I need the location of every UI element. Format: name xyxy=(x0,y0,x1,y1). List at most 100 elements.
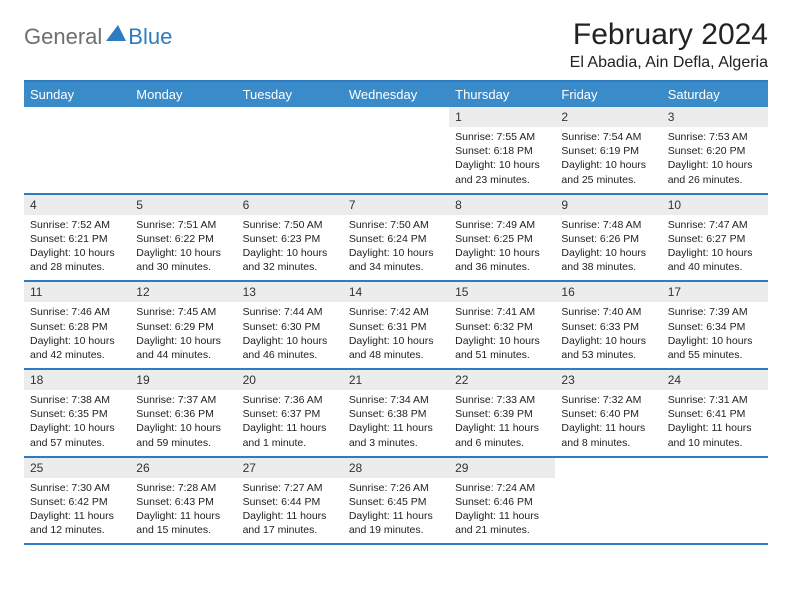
day-detail-line: Daylight: 11 hours xyxy=(136,509,230,523)
day-details: Sunrise: 7:52 AMSunset: 6:21 PMDaylight:… xyxy=(24,215,130,281)
day-detail-line: Daylight: 11 hours xyxy=(349,421,443,435)
day-detail-line: Sunset: 6:19 PM xyxy=(561,144,655,158)
calendar-cell xyxy=(343,107,449,193)
day-details: Sunrise: 7:50 AMSunset: 6:23 PMDaylight:… xyxy=(237,215,343,281)
day-details: Sunrise: 7:38 AMSunset: 6:35 PMDaylight:… xyxy=(24,390,130,456)
day-detail-line: Sunrise: 7:26 AM xyxy=(349,481,443,495)
logo: General Blue xyxy=(24,18,172,50)
day-detail-line: and 42 minutes. xyxy=(30,348,124,362)
weekday-header: Tuesday xyxy=(237,82,343,107)
day-detail-line: and 21 minutes. xyxy=(455,523,549,537)
day-number: 23 xyxy=(555,370,661,390)
day-detail-line: and 10 minutes. xyxy=(668,436,762,450)
day-detail-line: Daylight: 11 hours xyxy=(349,509,443,523)
day-detail-line: Sunrise: 7:46 AM xyxy=(30,305,124,319)
day-number: 2 xyxy=(555,107,661,127)
calendar-cell xyxy=(662,458,768,544)
day-detail-line: Daylight: 10 hours xyxy=(668,334,762,348)
calendar-week: 1Sunrise: 7:55 AMSunset: 6:18 PMDaylight… xyxy=(24,107,768,195)
day-detail-line: Sunset: 6:23 PM xyxy=(243,232,337,246)
day-detail-line: Daylight: 10 hours xyxy=(455,246,549,260)
calendar-cell: 8Sunrise: 7:49 AMSunset: 6:25 PMDaylight… xyxy=(449,195,555,281)
day-detail-line: Sunrise: 7:33 AM xyxy=(455,393,549,407)
day-detail-line: Sunrise: 7:36 AM xyxy=(243,393,337,407)
day-detail-line: Sunset: 6:46 PM xyxy=(455,495,549,509)
day-number: 22 xyxy=(449,370,555,390)
day-details: Sunrise: 7:39 AMSunset: 6:34 PMDaylight:… xyxy=(662,302,768,368)
weekday-header: Wednesday xyxy=(343,82,449,107)
day-detail-line: Sunrise: 7:32 AM xyxy=(561,393,655,407)
day-detail-line: Sunrise: 7:41 AM xyxy=(455,305,549,319)
day-detail-line: Daylight: 10 hours xyxy=(30,421,124,435)
month-title: February 2024 xyxy=(570,18,768,52)
calendar-cell: 25Sunrise: 7:30 AMSunset: 6:42 PMDayligh… xyxy=(24,458,130,544)
day-details: Sunrise: 7:30 AMSunset: 6:42 PMDaylight:… xyxy=(24,478,130,544)
calendar-cell: 20Sunrise: 7:36 AMSunset: 6:37 PMDayligh… xyxy=(237,370,343,456)
day-detail-line: and 30 minutes. xyxy=(136,260,230,274)
calendar-cell: 3Sunrise: 7:53 AMSunset: 6:20 PMDaylight… xyxy=(662,107,768,193)
calendar-cell: 19Sunrise: 7:37 AMSunset: 6:36 PMDayligh… xyxy=(130,370,236,456)
day-details: Sunrise: 7:46 AMSunset: 6:28 PMDaylight:… xyxy=(24,302,130,368)
day-detail-line: Sunrise: 7:40 AM xyxy=(561,305,655,319)
calendar-cell xyxy=(130,107,236,193)
calendar-week: 25Sunrise: 7:30 AMSunset: 6:42 PMDayligh… xyxy=(24,458,768,546)
day-details: Sunrise: 7:40 AMSunset: 6:33 PMDaylight:… xyxy=(555,302,661,368)
day-detail-line: Sunset: 6:18 PM xyxy=(455,144,549,158)
day-detail-line: Daylight: 11 hours xyxy=(30,509,124,523)
day-detail-line: Sunrise: 7:27 AM xyxy=(243,481,337,495)
day-detail-line: Sunset: 6:28 PM xyxy=(30,320,124,334)
calendar-cell: 21Sunrise: 7:34 AMSunset: 6:38 PMDayligh… xyxy=(343,370,449,456)
day-detail-line: and 53 minutes. xyxy=(561,348,655,362)
day-detail-line: Daylight: 10 hours xyxy=(30,246,124,260)
day-details: Sunrise: 7:26 AMSunset: 6:45 PMDaylight:… xyxy=(343,478,449,544)
day-details: Sunrise: 7:51 AMSunset: 6:22 PMDaylight:… xyxy=(130,215,236,281)
day-detail-line: Sunrise: 7:24 AM xyxy=(455,481,549,495)
weekday-header: Saturday xyxy=(662,82,768,107)
location-label: El Abadia, Ain Defla, Algeria xyxy=(570,54,768,72)
calendar-cell: 24Sunrise: 7:31 AMSunset: 6:41 PMDayligh… xyxy=(662,370,768,456)
day-detail-line: and 51 minutes. xyxy=(455,348,549,362)
day-detail-line: Daylight: 10 hours xyxy=(561,246,655,260)
day-details: Sunrise: 7:33 AMSunset: 6:39 PMDaylight:… xyxy=(449,390,555,456)
day-detail-line: and 26 minutes. xyxy=(668,173,762,187)
day-detail-line: Sunset: 6:20 PM xyxy=(668,144,762,158)
day-number: 10 xyxy=(662,195,768,215)
day-number: 1 xyxy=(449,107,555,127)
day-detail-line: Sunrise: 7:42 AM xyxy=(349,305,443,319)
day-detail-line: and 12 minutes. xyxy=(30,523,124,537)
day-detail-line: Sunset: 6:39 PM xyxy=(455,407,549,421)
day-detail-line: and 36 minutes. xyxy=(455,260,549,274)
day-detail-line: and 1 minute. xyxy=(243,436,337,450)
day-detail-line: Daylight: 10 hours xyxy=(349,246,443,260)
day-number: 24 xyxy=(662,370,768,390)
day-details: Sunrise: 7:55 AMSunset: 6:18 PMDaylight:… xyxy=(449,127,555,193)
day-detail-line: and 19 minutes. xyxy=(349,523,443,537)
day-detail-line: Daylight: 11 hours xyxy=(668,421,762,435)
calendar-cell: 5Sunrise: 7:51 AMSunset: 6:22 PMDaylight… xyxy=(130,195,236,281)
day-detail-line: Daylight: 10 hours xyxy=(668,246,762,260)
day-number xyxy=(662,458,768,478)
day-detail-line: and 40 minutes. xyxy=(668,260,762,274)
calendar-cell: 18Sunrise: 7:38 AMSunset: 6:35 PMDayligh… xyxy=(24,370,130,456)
day-details: Sunrise: 7:42 AMSunset: 6:31 PMDaylight:… xyxy=(343,302,449,368)
day-detail-line: Daylight: 11 hours xyxy=(455,421,549,435)
day-number xyxy=(24,107,130,127)
calendar-page: General Blue February 2024 El Abadia, Ai… xyxy=(0,0,792,563)
day-detail-line: Sunset: 6:24 PM xyxy=(349,232,443,246)
day-details: Sunrise: 7:31 AMSunset: 6:41 PMDaylight:… xyxy=(662,390,768,456)
logo-text-general: General xyxy=(24,24,102,50)
day-detail-line: Sunrise: 7:50 AM xyxy=(349,218,443,232)
day-number: 17 xyxy=(662,282,768,302)
day-detail-line: Sunrise: 7:34 AM xyxy=(349,393,443,407)
day-detail-line: Sunrise: 7:39 AM xyxy=(668,305,762,319)
day-number: 12 xyxy=(130,282,236,302)
day-detail-line: Sunrise: 7:51 AM xyxy=(136,218,230,232)
calendar-cell xyxy=(237,107,343,193)
day-detail-line: Sunset: 6:42 PM xyxy=(30,495,124,509)
day-detail-line: and 3 minutes. xyxy=(349,436,443,450)
day-detail-line: Daylight: 10 hours xyxy=(30,334,124,348)
day-detail-line: Sunset: 6:45 PM xyxy=(349,495,443,509)
day-detail-line: and 38 minutes. xyxy=(561,260,655,274)
day-detail-line: Daylight: 10 hours xyxy=(243,246,337,260)
day-detail-line: Daylight: 10 hours xyxy=(668,158,762,172)
